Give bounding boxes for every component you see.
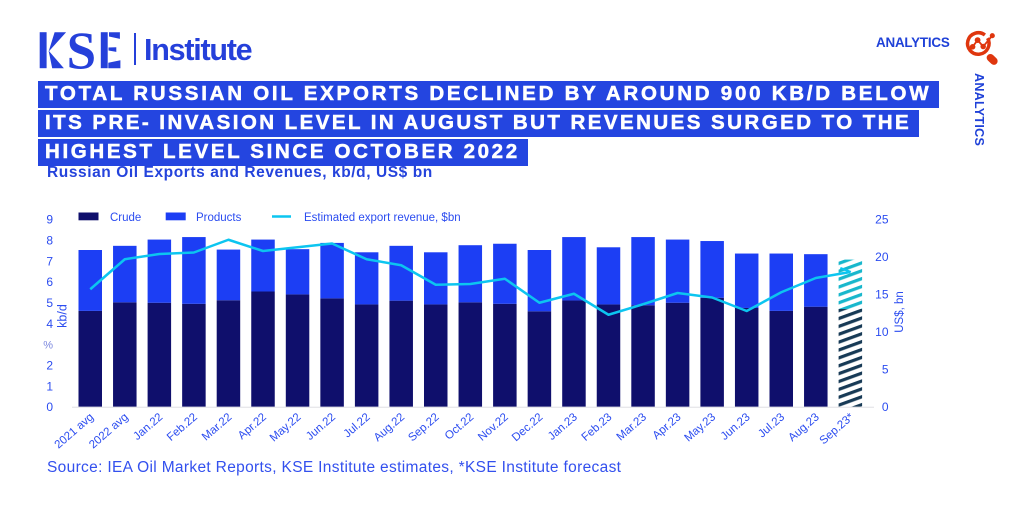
svg-text:Jul.22: Jul.22 bbox=[342, 411, 373, 440]
svg-text:0: 0 bbox=[46, 400, 53, 414]
svg-text:Mar.23: Mar.23 bbox=[615, 411, 649, 443]
svg-text:%: % bbox=[43, 340, 53, 352]
svg-text:Jun.22: Jun.22 bbox=[304, 411, 338, 443]
svg-text:Jun.23: Jun.23 bbox=[719, 411, 753, 443]
svg-text:Sep.22: Sep.22 bbox=[406, 411, 441, 444]
svg-text:Dec.22: Dec.22 bbox=[510, 411, 545, 444]
svg-text:Jan.23: Jan.23 bbox=[546, 411, 580, 443]
svg-text:Nov.22: Nov.22 bbox=[476, 411, 511, 443]
svg-text:9: 9 bbox=[46, 213, 53, 227]
svg-text:2022 avg: 2022 avg bbox=[87, 411, 131, 451]
svg-text:7: 7 bbox=[46, 254, 53, 268]
svg-text:US$, bn: US$, bn bbox=[894, 291, 906, 333]
svg-text:Aug.22: Aug.22 bbox=[372, 411, 407, 444]
svg-text:Jul.23: Jul.23 bbox=[756, 411, 787, 440]
svg-text:Mar.22: Mar.22 bbox=[200, 411, 234, 443]
svg-text:0: 0 bbox=[882, 400, 889, 414]
svg-text:1: 1 bbox=[46, 379, 53, 393]
svg-text:20: 20 bbox=[875, 250, 889, 264]
svg-text:Apr.22: Apr.22 bbox=[236, 411, 269, 442]
svg-text:kb/d: kb/d bbox=[56, 304, 70, 328]
svg-text:Aug.23: Aug.23 bbox=[786, 411, 821, 444]
svg-text:Sep.23*: Sep.23* bbox=[818, 411, 857, 447]
svg-text:5: 5 bbox=[46, 296, 53, 310]
svg-text:Estimated export revenue, $bn: Estimated export revenue, $bn bbox=[304, 212, 461, 224]
svg-text:15: 15 bbox=[875, 288, 889, 302]
svg-text:Feb.23: Feb.23 bbox=[580, 411, 615, 444]
svg-text:May.23: May.23 bbox=[682, 411, 718, 444]
svg-text:Apr.23: Apr.23 bbox=[651, 411, 684, 442]
svg-text:6: 6 bbox=[46, 275, 53, 289]
svg-text:8: 8 bbox=[46, 233, 53, 247]
svg-text:25: 25 bbox=[875, 213, 889, 227]
svg-text:2: 2 bbox=[46, 359, 53, 373]
svg-text:Feb.22: Feb.22 bbox=[165, 411, 200, 444]
svg-text:Crude: Crude bbox=[110, 212, 141, 224]
svg-text:5: 5 bbox=[882, 363, 889, 377]
svg-text:4: 4 bbox=[46, 317, 53, 331]
svg-text:10: 10 bbox=[875, 325, 889, 339]
svg-text:Products: Products bbox=[196, 212, 242, 224]
svg-text:Jan.22: Jan.22 bbox=[131, 411, 165, 443]
svg-text:May.22: May.22 bbox=[268, 411, 304, 444]
svg-text:Oct.22: Oct.22 bbox=[443, 411, 476, 442]
svg-text:S: S bbox=[67, 31, 96, 69]
